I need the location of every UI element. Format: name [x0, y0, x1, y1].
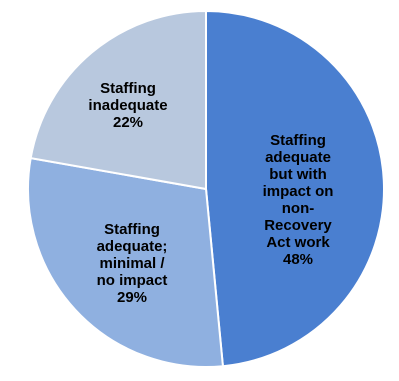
pie-slice-label-line: Recovery	[264, 217, 332, 234]
pie-slice-label-line: Staffing	[100, 80, 156, 97]
pie-slice-0	[205, 9, 385, 368]
pie-slice-label-0: Staffing adequate but with impact on non-Rec…	[263, 132, 334, 268]
pie-slice-label-line: 29%	[117, 289, 147, 306]
pie-slice-label-line: but with	[269, 166, 326, 183]
pie-slice-label-line: no impact	[97, 272, 168, 289]
pie-slice-label-line: inadequate	[88, 97, 167, 114]
pie-slices	[27, 9, 385, 368]
pie-slice-label-2: Staffing inadequate 22%	[88, 80, 167, 131]
pie-slice-label-line: adequate	[265, 149, 331, 166]
pie-slice-label-line: impact on	[263, 183, 334, 200]
pie-slice-2	[29, 9, 207, 191]
pie-slice-label-line: 22%	[113, 114, 143, 131]
pie-labels: Staffing adequate but with impact on non-Rec…	[88, 80, 333, 306]
pie-slice-label-line: non-	[282, 200, 314, 217]
pie-slice-label-line: minimal /	[99, 255, 165, 272]
pie-slice-label-line: adequate;	[97, 238, 168, 255]
pie-slice-label-1: Staffing adequate; minimal / no impact 29%	[97, 221, 168, 306]
pie-slice-1	[27, 156, 225, 368]
pie-slice-label-line: Staffing	[104, 221, 160, 238]
pie-slice-label-line: 48%	[283, 251, 313, 268]
pie-slice-label-line: Act work	[266, 234, 330, 251]
pie-slice-label-line: Staffing	[270, 132, 326, 149]
